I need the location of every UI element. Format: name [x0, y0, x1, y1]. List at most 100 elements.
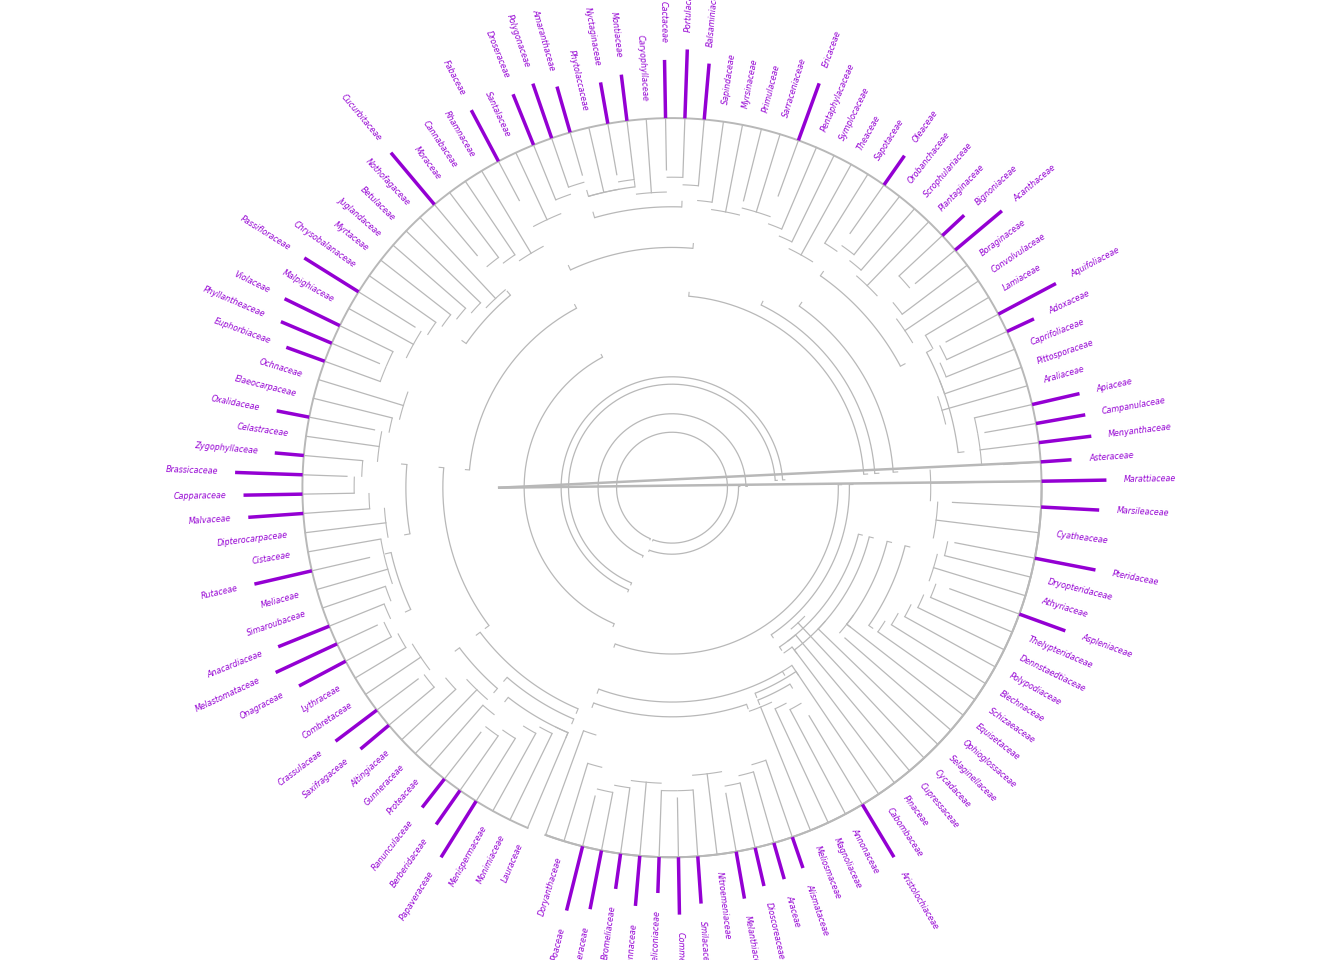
Text: Cactaceae: Cactaceae: [659, 1, 669, 43]
Text: Santalaceae: Santalaceae: [484, 90, 512, 139]
Text: Anacardiaceae: Anacardiaceae: [206, 649, 263, 680]
Text: Araceae: Araceae: [785, 895, 802, 928]
Text: Campanulaceae: Campanulaceae: [1102, 396, 1167, 417]
Text: Simaroubaceae: Simaroubaceae: [246, 610, 308, 638]
Text: Nitroemeniaceae: Nitroemeniaceae: [715, 871, 732, 940]
Text: Euphorbiaceae: Euphorbiaceae: [212, 317, 271, 346]
Text: Fabaceae: Fabaceae: [441, 59, 468, 97]
Text: Dryopteridaceae: Dryopteridaceae: [1046, 577, 1113, 602]
Text: Phyllantheaceae: Phyllantheaceae: [202, 285, 266, 319]
Text: Proteaceae: Proteaceae: [386, 777, 422, 817]
Text: Caryophyllaceae: Caryophyllaceae: [636, 35, 649, 102]
Text: Ophioglossaceae: Ophioglossaceae: [961, 738, 1019, 789]
Text: Onagraceae: Onagraceae: [239, 690, 286, 721]
Text: Symplocaceae: Symplocaceae: [837, 85, 871, 142]
Text: Nothofagaceae: Nothofagaceae: [363, 157, 411, 207]
Text: Altingiaceae: Altingiaceae: [349, 748, 392, 788]
Text: Blechnaceae: Blechnaceae: [997, 689, 1046, 724]
Text: Rutaceae: Rutaceae: [200, 584, 239, 601]
Text: Zygophyllaceae: Zygophyllaceae: [194, 442, 258, 456]
Text: Pteridaceae: Pteridaceae: [1111, 569, 1160, 587]
Text: Marattiaceae: Marattiaceae: [1124, 474, 1176, 484]
Text: Bromeliaceae: Bromeliaceae: [601, 905, 618, 960]
Text: Ericaceae: Ericaceae: [821, 29, 843, 69]
Text: Commelinaceae: Commelinaceae: [675, 932, 685, 960]
Text: Magnoliaceae: Magnoliaceae: [832, 836, 863, 890]
Text: Cannabaceae: Cannabaceae: [422, 119, 460, 170]
Text: Cyperaceae: Cyperaceae: [574, 925, 591, 960]
Text: Menyanthaceae: Menyanthaceae: [1107, 421, 1172, 439]
Text: Saxifragaceae: Saxifragaceae: [301, 756, 351, 801]
Text: Pittosporaceae: Pittosporaceae: [1036, 338, 1095, 366]
Text: Marsileaceae: Marsileaceae: [1117, 507, 1169, 518]
Text: Melastomataceae: Melastomataceae: [194, 676, 262, 713]
Text: Ochnaceae: Ochnaceae: [258, 357, 304, 379]
Text: Annonaceae: Annonaceae: [849, 828, 880, 876]
Text: Theaceae: Theaceae: [856, 113, 882, 152]
Text: Combretaceae: Combretaceae: [300, 700, 353, 740]
Text: Oleaceae: Oleaceae: [911, 108, 939, 144]
Text: Boraginaceae: Boraginaceae: [978, 218, 1028, 258]
Text: Monimiaceae: Monimiaceae: [476, 833, 507, 885]
Text: Menispermaceae: Menispermaceae: [448, 824, 488, 888]
Text: Smilacaceae: Smilacaceae: [698, 921, 710, 960]
Text: Betulaceae: Betulaceae: [359, 184, 396, 222]
Text: Pinaceae: Pinaceae: [902, 794, 930, 828]
Text: Amaranthaceae: Amaranthaceae: [531, 8, 556, 71]
Text: Ranunculaceae: Ranunculaceae: [370, 818, 415, 873]
Text: Poaceae: Poaceae: [550, 926, 567, 960]
Text: Berberidaceae: Berberidaceae: [390, 836, 430, 889]
Text: Melanthiaceae: Melanthiaceae: [743, 915, 762, 960]
Text: Selaginellaceae: Selaginellaceae: [948, 754, 999, 804]
Text: Capparaceae: Capparaceae: [173, 491, 226, 501]
Text: Aquifoliaceae: Aquifoliaceae: [1068, 246, 1121, 279]
Text: Meliaceae: Meliaceae: [261, 590, 301, 610]
Text: Bignoniaceae: Bignoniaceae: [974, 163, 1020, 206]
Text: Malvaceae: Malvaceae: [188, 514, 231, 526]
Text: Asteraceae: Asteraceae: [1089, 451, 1134, 463]
Text: Dioscoreaceae: Dioscoreaceae: [763, 901, 785, 960]
Text: Acanthaceae: Acanthaceae: [1012, 163, 1058, 204]
Text: Convolvulaceae: Convolvulaceae: [991, 232, 1048, 276]
Text: Adoxaceae: Adoxaceae: [1048, 289, 1091, 316]
Text: Malpighiaceae: Malpighiaceae: [281, 268, 336, 304]
Text: Balsaminiaceae: Balsaminiaceae: [706, 0, 720, 47]
Text: Athyriaceae: Athyriaceae: [1040, 596, 1089, 619]
Text: Orobanchaceae: Orobanchaceae: [907, 131, 953, 185]
Text: Portulacaceae: Portulacaceae: [683, 0, 695, 33]
Text: Cycadaceae: Cycadaceae: [933, 768, 972, 809]
Text: Primulaceae: Primulaceae: [761, 63, 782, 113]
Text: Lamiaceae: Lamiaceae: [1001, 262, 1043, 292]
Text: Brassicaceae: Brassicaceae: [165, 466, 218, 476]
Text: Rhamnaceae: Rhamnaceae: [442, 108, 477, 158]
Text: Aspleniaceae: Aspleniaceae: [1081, 633, 1133, 660]
Text: Araliaceae: Araliaceae: [1043, 365, 1086, 385]
Text: Montiaceae: Montiaceae: [609, 12, 624, 58]
Text: Chrysobalanaceae: Chrysobalanaceae: [292, 220, 358, 270]
Text: Polygonaceae: Polygonaceae: [505, 13, 531, 69]
Text: Crassulaceae: Crassulaceae: [277, 748, 324, 787]
Text: Passifloraceae: Passifloraceae: [239, 214, 292, 252]
Text: Aristolochiaceae: Aristolochiaceae: [899, 870, 941, 931]
Text: Meliosmaceae: Meliosmaceae: [813, 845, 843, 900]
Text: Cupressaceae: Cupressaceae: [917, 781, 960, 830]
Text: Doryanthaceae: Doryanthaceae: [536, 856, 563, 918]
Text: Thelypteridaceae: Thelypteridaceae: [1027, 635, 1094, 670]
Text: Cistaceae: Cistaceae: [251, 550, 292, 566]
Text: Cucurbitaceae: Cucurbitaceae: [339, 92, 383, 142]
Text: Alismataceae: Alismataceae: [804, 883, 831, 937]
Text: Violaceae: Violaceae: [233, 270, 271, 295]
Text: Lythraceae: Lythraceae: [300, 684, 343, 713]
Text: Caprifoliaceae: Caprifoliaceae: [1030, 317, 1086, 347]
Text: Myrtaceae: Myrtaceae: [332, 220, 370, 253]
Text: Heliconiaceae: Heliconiaceae: [650, 910, 661, 960]
Text: Schizaeaceae: Schizaeaceae: [986, 706, 1036, 745]
Text: Sarraceniaceae: Sarraceniaceae: [781, 58, 808, 119]
Text: Cyatheaceae: Cyatheaceae: [1055, 530, 1109, 545]
Text: Pentaphylacaceae: Pentaphylacaceae: [818, 62, 856, 133]
Text: Elaeocarpaceae: Elaeocarpaceae: [234, 374, 298, 398]
Text: Scrophulariaceae: Scrophulariaceae: [922, 140, 974, 199]
Text: Myrsinaceae: Myrsinaceae: [742, 58, 759, 108]
Text: Celastraceae: Celastraceae: [237, 422, 289, 439]
Text: Dennstaedtiaceae: Dennstaedtiaceae: [1017, 653, 1087, 693]
